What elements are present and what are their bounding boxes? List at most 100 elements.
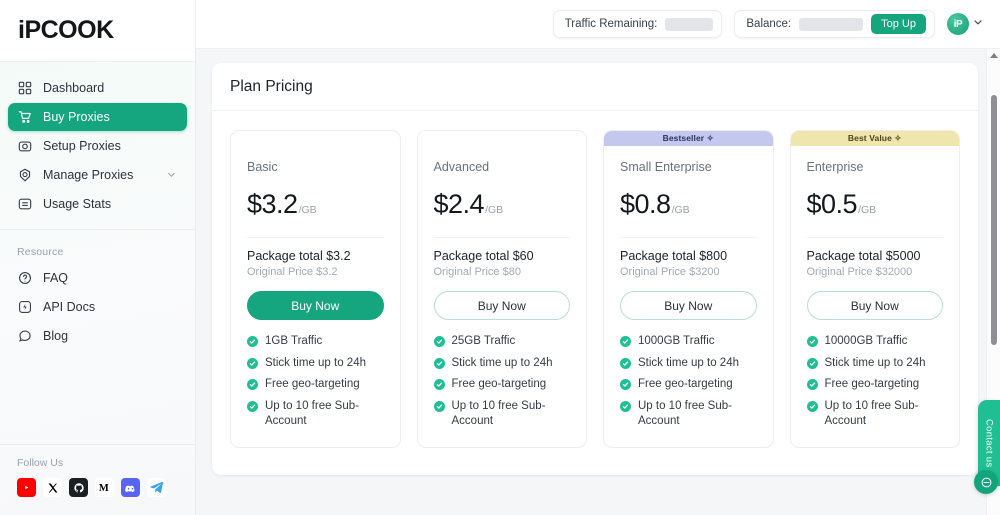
feature-list: 1GB Traffic Stick time up to 24h Free geo-… [247,334,384,430]
feature-item: Free geo-targeting [247,377,384,393]
plan-price-unit: /GB [485,204,504,216]
feature-label: Stick time up to 24h [638,356,739,369]
cart-icon [17,109,33,125]
traffic-remaining-label: Traffic Remaining: [564,18,658,30]
feature-label: 1GB Traffic [265,335,323,347]
card-divider [620,237,757,238]
balance-value [799,17,864,31]
check-icon [806,400,818,412]
sidebar-label: Dashboard [43,81,105,95]
traffic-remaining-value [665,17,714,31]
card-divider [247,237,384,238]
feature-label: Up to 10 free Sub-Account [824,399,919,428]
panel-header: Plan Pricing [212,63,978,111]
x-twitter-icon[interactable] [43,478,62,497]
check-icon [433,379,445,391]
balance-pill[interactable]: Balance: Top Up [734,10,935,38]
sidebar-item-blog[interactable]: Blog [8,322,187,350]
check-icon [247,357,258,369]
check-icon [433,336,445,347]
scrollbar-thumb[interactable] [991,95,997,345]
check-icon [247,379,258,391]
plan-ribbon: Bestseller ✧ [604,131,773,146]
sidebar-section-resource: Resource [17,246,64,258]
check-icon [806,336,818,347]
plan-name: Small Enterprise [620,160,712,174]
sidebar: iPCOOK Dashboard Buy Proxies [0,0,196,515]
discord-icon[interactable] [121,478,140,497]
feature-item: 1GB Traffic [247,334,384,350]
original-price: Original Price $80 [433,266,521,278]
card-divider [433,237,570,238]
sidebar-item-faq[interactable]: FAQ [8,264,187,292]
logo-container[interactable]: iPCOOK [0,0,195,62]
chat-icon [17,328,33,344]
feature-item: Stick time up to 24h [806,356,944,372]
account-menu[interactable]: iP [947,13,984,35]
sidebar-item-setup-proxies[interactable]: Setup Proxies [8,132,187,160]
vertical-scrollbar[interactable] [986,49,1000,515]
sidebar-item-api-docs[interactable]: API Docs [8,293,187,321]
gear-icon [17,167,33,183]
feature-item: 1000GB Traffic [620,334,757,350]
telegram-icon[interactable] [147,478,166,497]
plan-name: Advanced [433,160,490,174]
feature-label: Up to 10 free Sub-Account [451,399,546,428]
headset-icon [981,477,991,487]
pricing-card: Bestseller ✧ Small Enterprise $0.8/GB Packa… [603,130,774,448]
sidebar-item-dashboard[interactable]: Dashboard [8,74,187,102]
original-price: Original Price $3.2 [247,266,338,278]
scroll-up-arrow-icon[interactable] [989,53,998,58]
contact-us-tab[interactable]: Contact us [978,400,1000,486]
feature-item: Stick time up to 24h [247,356,384,372]
buy-now-button[interactable]: Buy Now [806,291,943,320]
plan-price-row: $2.4/GB [434,189,571,220]
chevron-down-icon[interactable] [166,169,178,181]
plan-price-row: $3.2/GB [247,189,384,220]
contact-chat-button[interactable] [974,470,998,494]
content-area: Plan Pricing Basic $3.2/GB Package total $… [196,49,1000,515]
package-total: Package total $5000 [806,249,921,263]
sidebar-item-usage-stats[interactable]: Usage Stats [8,190,187,218]
check-icon [620,336,631,347]
feature-label: Up to 10 free Sub-Account [638,399,732,428]
buy-now-button[interactable]: Buy Now [247,291,384,320]
traffic-remaining-pill[interactable]: Traffic Remaining: [552,10,723,38]
plan-pricing-panel: Plan Pricing Basic $3.2/GB Package total $… [212,63,978,475]
package-total: Package total $60 [433,249,534,263]
plan-ribbon [231,131,400,146]
buy-now-button[interactable]: Buy Now [620,291,757,320]
pricing-cards: Basic $3.2/GB Package total $3.2 Original P… [212,111,978,448]
check-icon [247,400,258,412]
chevron-down-icon[interactable] [972,15,984,33]
question-icon [17,270,33,286]
check-icon [433,357,445,369]
feature-label: Stick time up to 24h [265,356,366,369]
feature-item: Up to 10 free Sub-Account [433,399,571,430]
feature-label: 10000GB Traffic [824,335,908,347]
plan-name: Enterprise [806,160,864,174]
page-title: Plan Pricing [230,77,313,95]
plan-price-unit: /GB [671,204,690,216]
sidebar-divider [0,229,195,230]
plan-name: Basic [247,160,278,174]
github-icon[interactable] [69,478,88,497]
feature-item: Free geo-targeting [433,377,571,393]
follow-us-section: Follow Us M [0,444,195,515]
feature-list: 10000GB Traffic Stick time up to 24h Free … [806,334,944,430]
plan-price-row: $0.5/GB [807,189,944,220]
social-links: M [17,478,195,497]
buy-now-button[interactable]: Buy Now [433,291,570,320]
top-up-button[interactable]: Top Up [871,14,926,34]
feature-label: 1000GB Traffic [638,335,715,347]
youtube-icon[interactable] [17,478,36,497]
sidebar-item-manage-proxies[interactable]: Manage Proxies [8,161,187,189]
feature-label: Free geo-targeting [265,378,360,391]
feature-item: 25GB Traffic [433,334,571,350]
feature-item: 10000GB Traffic [806,334,944,350]
pricing-card: Basic $3.2/GB Package total $3.2 Original P… [230,130,401,448]
feature-item: Up to 10 free Sub-Account [806,399,944,430]
medium-icon[interactable]: M [95,478,114,497]
feature-label: Stick time up to 24h [451,356,553,369]
sidebar-item-buy-proxies[interactable]: Buy Proxies [8,103,187,131]
